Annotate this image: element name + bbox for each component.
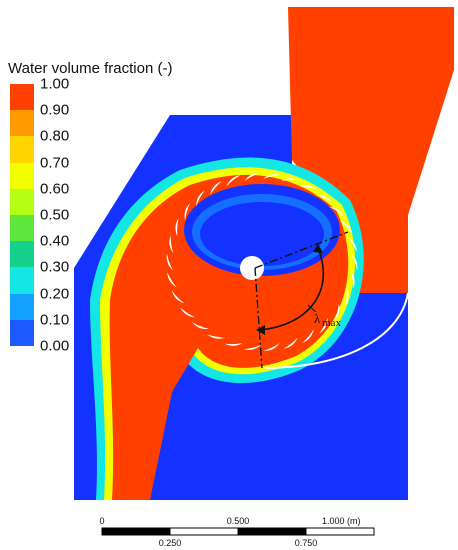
legend-label: 0.90 [40,101,70,119]
lambda-leader [307,304,317,313]
runner-core-inner [200,202,324,266]
legend-band [10,188,34,216]
runner-blade [333,303,340,321]
scale-label-0: 0 [99,516,104,526]
runner-blade [196,190,205,207]
runner-blade [167,272,177,288]
ref-line-vertical [254,267,263,369]
legend-band [10,319,34,347]
runner-blade [262,174,281,180]
angle-arrow-bottom [256,325,265,335]
legend-label: 0.50 [40,206,70,224]
legend-band [10,241,34,268]
legend-label: 0.60 [40,180,70,198]
legend-band [10,136,34,164]
runner-blade [224,342,243,346]
legend-band [10,215,34,242]
runner-blade [244,173,261,181]
casing-outline [264,292,409,369]
runner-blade [315,194,332,202]
angle-arc [259,247,324,331]
angle-arrow-top [313,244,323,253]
legend-band [10,267,34,295]
ref-line-diagonal [254,231,349,269]
runner-blade [263,343,280,351]
runner-blade [281,178,300,182]
legend-band [10,110,34,137]
runner-blade [207,334,225,339]
shaft [240,256,264,280]
runner-blade [175,218,179,237]
scale-bar: 0 0.500 1.000 (m) 0.250 0.750 [99,516,375,548]
scale-label-0500: 0.500 [227,516,250,526]
runner-blade [243,344,262,350]
runner-blade [350,270,355,289]
lambda-symbol: λ [314,311,321,326]
runner-blade [169,235,174,254]
legend-band [10,293,34,321]
legend-band [10,162,34,190]
water-inlet [288,7,454,293]
legend-label: 0.80 [40,127,70,145]
scale-label-0750: 0.750 [295,538,318,548]
legend-label: 0.20 [40,285,70,303]
scale-label-1000: 1.000 (m) [322,516,361,526]
legend-title: Water volume fraction (-) [8,60,173,77]
legend-label: 1.00 [40,75,70,93]
legend-label: 0.40 [40,232,70,250]
lambda-subscript: max [322,317,341,329]
runner-blade [299,185,317,190]
legend-label: 0.70 [40,154,70,172]
legend-label: 0.00 [40,337,70,355]
legend-band [10,84,34,111]
legend-label: 0.10 [40,311,70,329]
legend-label: 0.30 [40,258,70,276]
runner-blade [166,253,174,271]
runner-blade [319,317,328,334]
runner-blade [350,253,358,271]
runner-blade [192,322,209,330]
runner-blade [184,203,191,221]
runner-blade [345,287,349,306]
color-legend [10,84,34,347]
scale-label-0250: 0.250 [159,538,182,548]
